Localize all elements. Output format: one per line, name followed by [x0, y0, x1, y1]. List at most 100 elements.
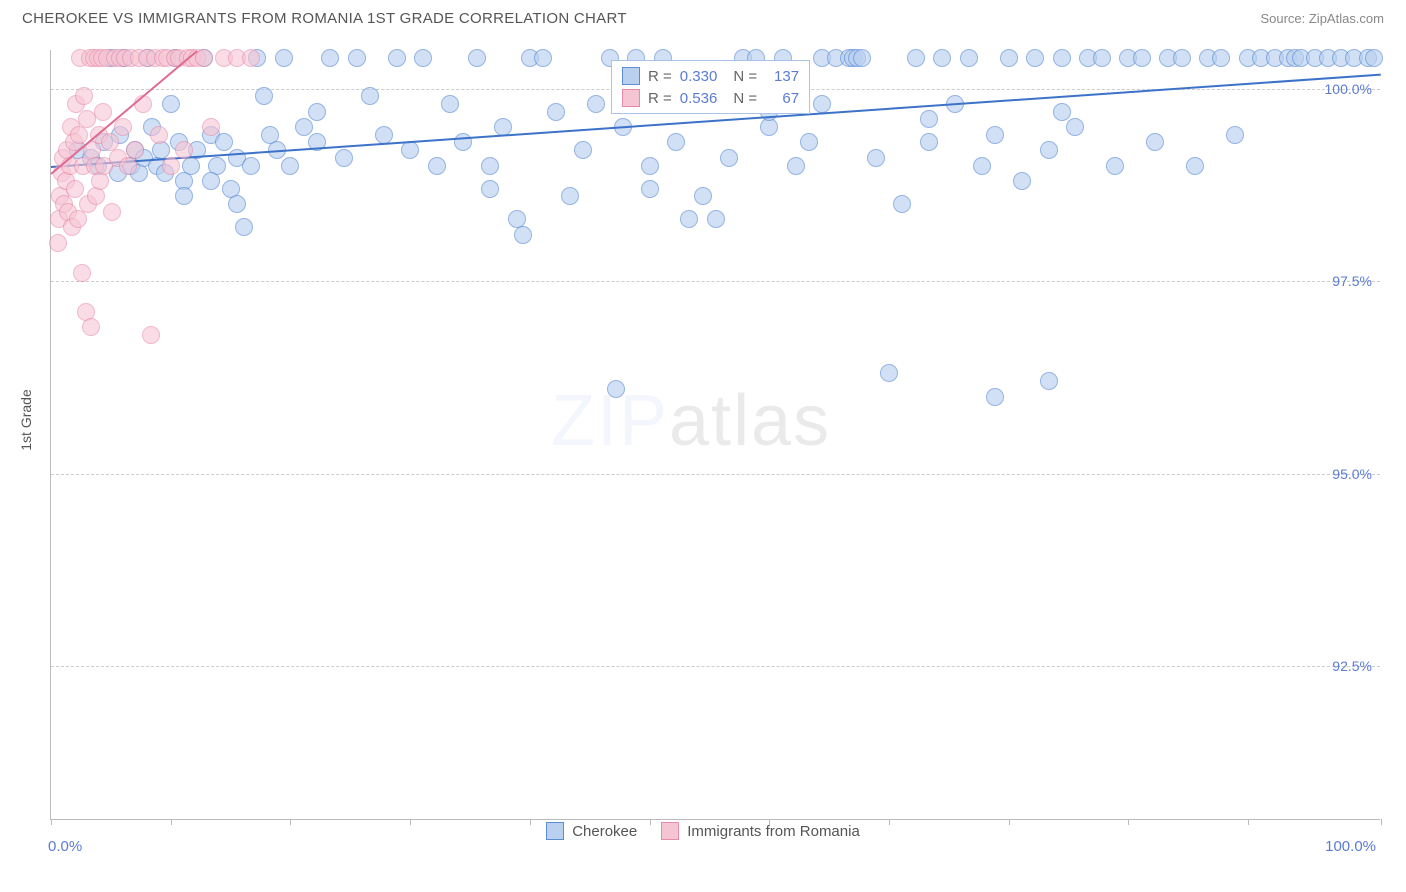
stat-n-value: 137: [765, 68, 799, 85]
scatter-point: [202, 172, 220, 190]
stats-row: R =0.330N =137: [622, 65, 799, 87]
scatter-point: [175, 187, 193, 205]
scatter-point: [720, 149, 738, 167]
scatter-point: [103, 203, 121, 221]
scatter-point: [441, 95, 459, 113]
scatter-point: [641, 180, 659, 198]
stat-r-value: 0.536: [680, 90, 718, 107]
scatter-point: [641, 157, 659, 175]
scatter-point: [561, 187, 579, 205]
scatter-point: [1066, 118, 1084, 136]
chart-header: CHEROKEE VS IMMIGRANTS FROM ROMANIA 1ST …: [0, 0, 1406, 27]
scatter-point: [667, 133, 685, 151]
scatter-point: [574, 141, 592, 159]
scatter-point: [335, 149, 353, 167]
scatter-point: [162, 157, 180, 175]
scatter-point: [547, 103, 565, 121]
scatter-point: [375, 126, 393, 144]
y-tick-label: 97.5%: [1332, 273, 1372, 289]
stats-box: R =0.330N =137R =0.536N =67: [611, 60, 810, 114]
stats-row: R = 0.536 N = 67: [622, 87, 799, 109]
legend-swatch: [661, 822, 679, 840]
scatter-point: [348, 49, 366, 67]
stat-n-value: 67: [765, 90, 799, 107]
scatter-point: [150, 126, 168, 144]
scatter-point: [70, 126, 88, 144]
scatter-point: [428, 157, 446, 175]
scatter-point: [142, 326, 160, 344]
scatter-point: [114, 118, 132, 136]
scatter-point: [94, 103, 112, 121]
source-prefix: Source:: [1260, 11, 1308, 26]
scatter-point: [1053, 49, 1071, 67]
scatter-point: [1000, 49, 1018, 67]
scatter-point: [920, 133, 938, 151]
stat-n-label: N =: [733, 90, 757, 107]
scatter-point: [893, 195, 911, 213]
scatter-point: [49, 234, 67, 252]
chart-area: ZIPatlas 100.0%97.5%95.0%92.5%R =0.330N …: [50, 50, 1380, 820]
scatter-point: [1146, 133, 1164, 151]
y-tick-label: 92.5%: [1332, 658, 1372, 674]
scatter-point: [82, 318, 100, 336]
scatter-point: [182, 157, 200, 175]
stat-r-label: R =: [648, 90, 672, 107]
scatter-point: [321, 49, 339, 67]
scatter-point: [800, 133, 818, 151]
scatter-point: [308, 103, 326, 121]
x-axis-max-label: 100.0%: [1325, 838, 1376, 855]
scatter-point: [1365, 49, 1383, 67]
scatter-point: [175, 141, 193, 159]
scatter-point: [587, 95, 605, 113]
scatter-point: [1186, 157, 1204, 175]
legend-swatch: [546, 822, 564, 840]
scatter-point: [87, 187, 105, 205]
scatter-point: [1026, 49, 1044, 67]
scatter-point: [1173, 49, 1191, 67]
legend-swatch: [622, 89, 640, 107]
scatter-point: [607, 380, 625, 398]
scatter-point: [973, 157, 991, 175]
scatter-point: [1106, 157, 1124, 175]
stat-n-label: N =: [733, 68, 757, 85]
scatter-point: [920, 110, 938, 128]
stat-r-label: R =: [648, 68, 672, 85]
scatter-point: [1053, 103, 1071, 121]
scatter-point: [1226, 126, 1244, 144]
scatter-point: [514, 226, 532, 244]
scatter-point: [162, 95, 180, 113]
legend-label: Immigrants from Romania: [687, 823, 860, 840]
y-axis-title: 1st Grade: [18, 389, 34, 450]
scatter-point: [534, 49, 552, 67]
scatter-point: [242, 157, 260, 175]
scatter-point: [986, 126, 1004, 144]
watermark: ZIPatlas: [551, 380, 831, 462]
scatter-point: [66, 180, 84, 198]
scatter-point: [361, 87, 379, 105]
scatter-point: [91, 172, 109, 190]
scatter-point: [228, 195, 246, 213]
scatter-point: [401, 141, 419, 159]
scatter-point: [275, 49, 293, 67]
scatter-point: [1040, 372, 1058, 390]
chart-source: Source: ZipAtlas.com: [1260, 11, 1384, 26]
grid-line: [51, 474, 1380, 475]
scatter-point: [707, 210, 725, 228]
chart-title: CHEROKEE VS IMMIGRANTS FROM ROMANIA 1ST …: [22, 10, 627, 27]
scatter-point: [907, 49, 925, 67]
legend-label: Cherokee: [572, 823, 637, 840]
scatter-point: [867, 149, 885, 167]
scatter-point: [787, 157, 805, 175]
y-tick-label: 95.0%: [1332, 466, 1372, 482]
scatter-point: [295, 118, 313, 136]
legend-item: Cherokee: [546, 822, 637, 840]
scatter-point: [1040, 141, 1058, 159]
scatter-point: [694, 187, 712, 205]
plot-area: ZIPatlas 100.0%97.5%95.0%92.5%R =0.330N …: [50, 50, 1380, 820]
source-link[interactable]: ZipAtlas.com: [1309, 11, 1384, 26]
legend-item: Immigrants from Romania: [661, 822, 860, 840]
scatter-point: [119, 157, 137, 175]
scatter-point: [986, 388, 1004, 406]
scatter-point: [414, 49, 432, 67]
scatter-point: [1013, 172, 1031, 190]
